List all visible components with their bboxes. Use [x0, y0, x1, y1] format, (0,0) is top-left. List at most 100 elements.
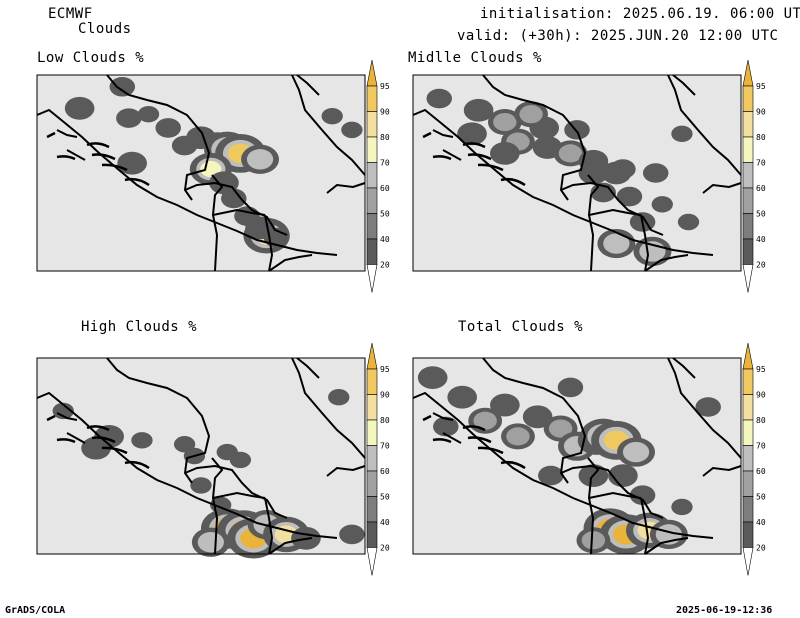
colorbar-tick-label: 20 — [756, 261, 766, 270]
colorbar-segment — [742, 85, 754, 112]
colorbar-top-arrow — [742, 342, 754, 370]
coast-island — [56, 155, 76, 161]
colorbar-tick-label: 95 — [380, 365, 390, 374]
cloud-cell — [417, 366, 448, 389]
colorbar-segment — [366, 470, 378, 497]
cloud-cell — [522, 405, 553, 429]
country-border — [587, 457, 600, 555]
coast-island — [124, 460, 150, 470]
cloud-cell — [229, 451, 252, 469]
country-border — [640, 497, 650, 555]
country-border — [326, 182, 366, 194]
high-clouds-colorbar: 95 90 80 70 60 50 40 20 — [366, 342, 390, 576]
colorbar-segment — [742, 419, 754, 446]
country-border — [702, 465, 742, 477]
colorbar-segment — [366, 111, 378, 138]
coast-island — [500, 460, 526, 470]
country-border — [640, 214, 650, 272]
coast-island — [477, 446, 504, 455]
colorbar-segment — [366, 85, 378, 112]
middle-clouds-colorbar: 95 90 80 70 60 50 40 20 — [742, 59, 766, 293]
coast-island — [86, 142, 110, 149]
cloud-cell — [209, 171, 239, 195]
cloud-cell — [616, 186, 643, 207]
colorbar-tick-label: 20 — [380, 261, 390, 270]
colorbar-tick-label: 60 — [380, 184, 390, 193]
colorbar-tick-label: 80 — [380, 133, 390, 142]
country-border — [442, 149, 462, 161]
colorbar-tick-label: 70 — [380, 159, 390, 168]
country-border — [644, 537, 689, 555]
country-border — [56, 129, 78, 138]
colorbar-segment — [742, 238, 754, 265]
colorbar-tick-label: 90 — [380, 391, 390, 400]
country-border — [211, 174, 224, 272]
country-border — [588, 491, 642, 499]
cloud-cell — [651, 196, 673, 213]
colorbar-tick-label: 50 — [756, 210, 766, 219]
colorbar-tick-label: 40 — [756, 235, 766, 244]
colorbar-segment — [366, 445, 378, 472]
country-border — [588, 208, 642, 216]
colorbar-segment — [742, 187, 754, 214]
cloud-cell — [155, 118, 181, 138]
country-border — [211, 457, 224, 555]
colorbar-segment — [366, 213, 378, 240]
cloud-cell-inner — [197, 532, 224, 553]
map-frame — [412, 74, 742, 272]
colorbar-segment — [742, 111, 754, 138]
colorbar-tick-label: 40 — [380, 518, 390, 527]
country-border — [184, 181, 288, 236]
cloud-cell — [81, 436, 111, 460]
panel-title-low: Low Clouds % — [37, 50, 145, 66]
colorbar-tick-label: 80 — [756, 133, 766, 142]
coast-island — [467, 153, 492, 161]
country-border — [36, 391, 338, 539]
country-border — [432, 129, 454, 138]
coast-island — [46, 414, 56, 422]
coast-island — [101, 446, 128, 455]
cloud-cell-inner — [581, 531, 606, 550]
coast-island — [500, 177, 526, 187]
colorbar-segment — [742, 368, 754, 395]
cloud-cell — [339, 524, 365, 545]
colorbar-bottom-arrow — [366, 547, 378, 576]
country-border — [291, 74, 366, 176]
country-border — [482, 74, 587, 201]
country-border — [672, 74, 696, 96]
colorbar-tick-label: 50 — [380, 210, 390, 219]
coast-island — [432, 438, 452, 444]
cloud-cell — [190, 477, 212, 494]
colorbar-bottom-arrow — [742, 547, 754, 576]
country-border — [184, 464, 288, 519]
country-border — [667, 357, 742, 459]
init-line: initialisation: 2025.06.19. 06:00 UTC — [480, 6, 800, 22]
coast-island — [91, 436, 116, 444]
country-border — [66, 149, 86, 161]
colorbar-segment — [366, 238, 378, 265]
country-border — [442, 432, 462, 444]
colorbar-top-arrow — [366, 342, 378, 370]
cloud-cell-inner — [246, 149, 274, 170]
cloud-cell-inner — [519, 105, 543, 124]
map-frame — [36, 74, 366, 272]
colorbar-tick-label: 70 — [380, 442, 390, 451]
colorbar-tick-label: 95 — [756, 365, 766, 374]
total-clouds-colorbar: 95 90 80 70 60 50 40 20 — [742, 342, 766, 576]
middle-clouds-map — [412, 74, 742, 272]
cloud-cell-inner — [622, 441, 650, 463]
coast-island — [86, 425, 110, 432]
coast-island — [467, 436, 492, 444]
colorbar-top-arrow — [742, 59, 754, 87]
colorbar-tick-label: 80 — [380, 416, 390, 425]
country-border — [702, 182, 742, 194]
cloud-cell — [433, 416, 459, 437]
coast-island — [101, 163, 128, 172]
colorbar-tick-label: 95 — [380, 82, 390, 91]
footer-credit: GrADS/COLA — [5, 605, 66, 616]
cloud-cell — [52, 402, 74, 420]
country-border — [268, 254, 313, 272]
map-frame — [412, 357, 742, 555]
total-clouds-map — [412, 357, 742, 555]
country-border — [587, 174, 600, 272]
